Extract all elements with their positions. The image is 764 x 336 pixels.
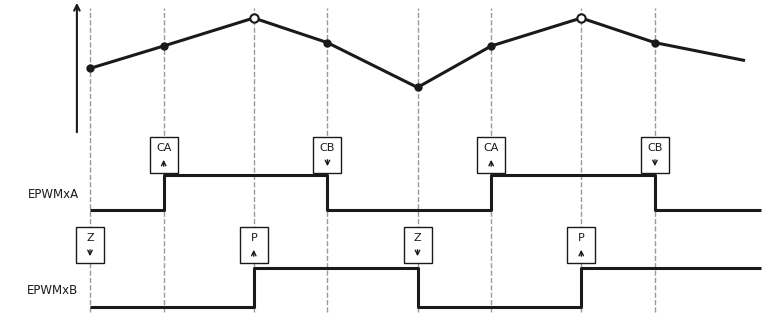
Text: Z: Z xyxy=(413,233,421,243)
Text: CB: CB xyxy=(320,143,335,153)
Bar xyxy=(313,137,342,173)
Bar xyxy=(478,137,505,173)
Text: P: P xyxy=(251,233,257,243)
Bar xyxy=(403,227,432,263)
Bar xyxy=(641,137,669,173)
Bar xyxy=(76,227,104,263)
Bar xyxy=(150,137,178,173)
Text: P: P xyxy=(578,233,584,243)
Text: CB: CB xyxy=(647,143,662,153)
Bar xyxy=(240,227,267,263)
Text: Z: Z xyxy=(86,233,94,243)
Text: CA: CA xyxy=(484,143,499,153)
Text: EPWMxB: EPWMxB xyxy=(28,284,79,296)
Text: EPWMxA: EPWMxA xyxy=(28,188,79,202)
Text: CA: CA xyxy=(156,143,171,153)
Bar xyxy=(567,227,595,263)
